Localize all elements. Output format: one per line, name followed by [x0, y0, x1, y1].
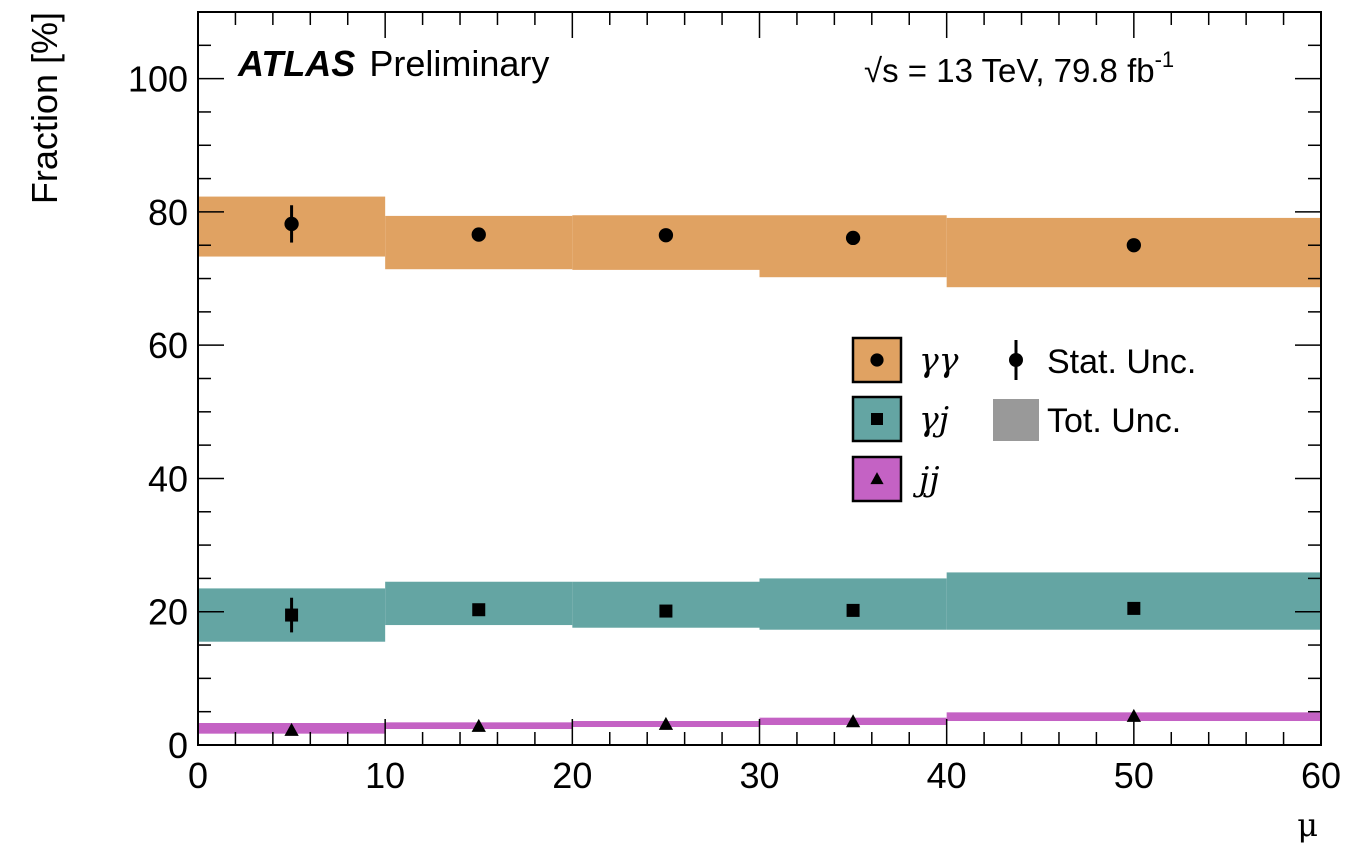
- experiment-label: ATLAS Preliminary: [237, 43, 549, 84]
- x-tick-label-40: 40: [927, 755, 967, 796]
- marker-triangle-4: [1126, 708, 1141, 722]
- band-circle-3: [759, 215, 947, 278]
- legend-label-tot-unc: Tot. Unc.: [1047, 402, 1181, 440]
- band-circle-4: [946, 217, 1321, 288]
- legend-label-stat-unc: Stat. Unc.: [1047, 343, 1196, 381]
- legend-tot-swatch: [993, 399, 1039, 441]
- marker-square-4: [1127, 601, 1141, 615]
- legend: γγ γj jj Stat. Unc. Tot. Unc.: [851, 336, 1196, 503]
- x-tick-label-20: 20: [552, 755, 592, 796]
- legend-marker-triangle: [870, 472, 884, 485]
- legend-marker-square: [871, 413, 883, 425]
- band-circle-2: [572, 215, 760, 270]
- atlas-label: ATLAS: [237, 43, 355, 84]
- marker-square-1: [472, 603, 486, 617]
- legend-entry-square: γj: [851, 395, 949, 443]
- legend-label-circle: γγ: [919, 340, 959, 379]
- marker-square-0: [285, 608, 299, 622]
- legend-entry-triangle: jj: [851, 455, 939, 503]
- x-tick-label-10: 10: [365, 755, 405, 796]
- y-tick-label-20: 20: [148, 592, 188, 633]
- marker-circle-0: [284, 216, 299, 232]
- energy-lumi-text: √s = 13 TeV, 79.8 fb: [864, 52, 1155, 89]
- x-tick-label-30: 30: [739, 755, 779, 796]
- marker-square-3: [846, 603, 860, 617]
- marker-triangle-0: [284, 722, 299, 736]
- x-tick-label-50: 50: [1114, 755, 1154, 796]
- marker-circle-3: [845, 230, 861, 246]
- legend-entry-stat-unc: Stat. Unc.: [1009, 340, 1196, 381]
- y-tick-label-40: 40: [148, 458, 188, 499]
- x-axis-title: μ: [1297, 806, 1318, 843]
- marker-square-2: [659, 604, 673, 618]
- band-circle-1: [385, 215, 573, 270]
- legend-label-square: γj: [919, 399, 949, 438]
- legend-marker-circle: [870, 353, 884, 367]
- y-tick-label-60: 60: [148, 325, 188, 366]
- y-axis-title: Fraction [%]: [24, 12, 65, 204]
- marker-circle-1: [471, 227, 486, 242]
- preliminary-label: Preliminary: [369, 43, 549, 84]
- energy-lumi-superscript: -1: [1155, 47, 1175, 72]
- marker-triangle-3: [845, 714, 861, 728]
- energy-lumi-label: √s = 13 TeV, 79.8 fb-1: [864, 47, 1174, 89]
- legend-entry-tot-unc: Tot. Unc.: [993, 399, 1181, 441]
- band-square-4: [946, 572, 1321, 630]
- marker-triangle-2: [658, 716, 674, 730]
- marker-circle-2: [658, 228, 674, 243]
- data-markers: [284, 205, 1141, 736]
- marker-triangle-1: [471, 718, 486, 732]
- uncertainty-bands: [198, 196, 1321, 734]
- x-tick-label-0: 0: [188, 755, 208, 796]
- y-tick-label-0: 0: [168, 725, 188, 766]
- y-tick-label-100: 100: [128, 59, 188, 100]
- legend-entry-circle: γγ: [851, 336, 959, 384]
- legend-stat-marker: [1009, 353, 1023, 367]
- legend-label-triangle: jj: [912, 459, 939, 498]
- axes: 0 10 20 30 40 50 60 0 20 40 60 80 100: [128, 11, 1341, 796]
- legend-swatch-triangle: [851, 455, 903, 503]
- marker-circle-4: [1126, 238, 1141, 253]
- y-tick-label-80: 80: [148, 192, 188, 233]
- x-tick-label-60: 60: [1301, 755, 1341, 796]
